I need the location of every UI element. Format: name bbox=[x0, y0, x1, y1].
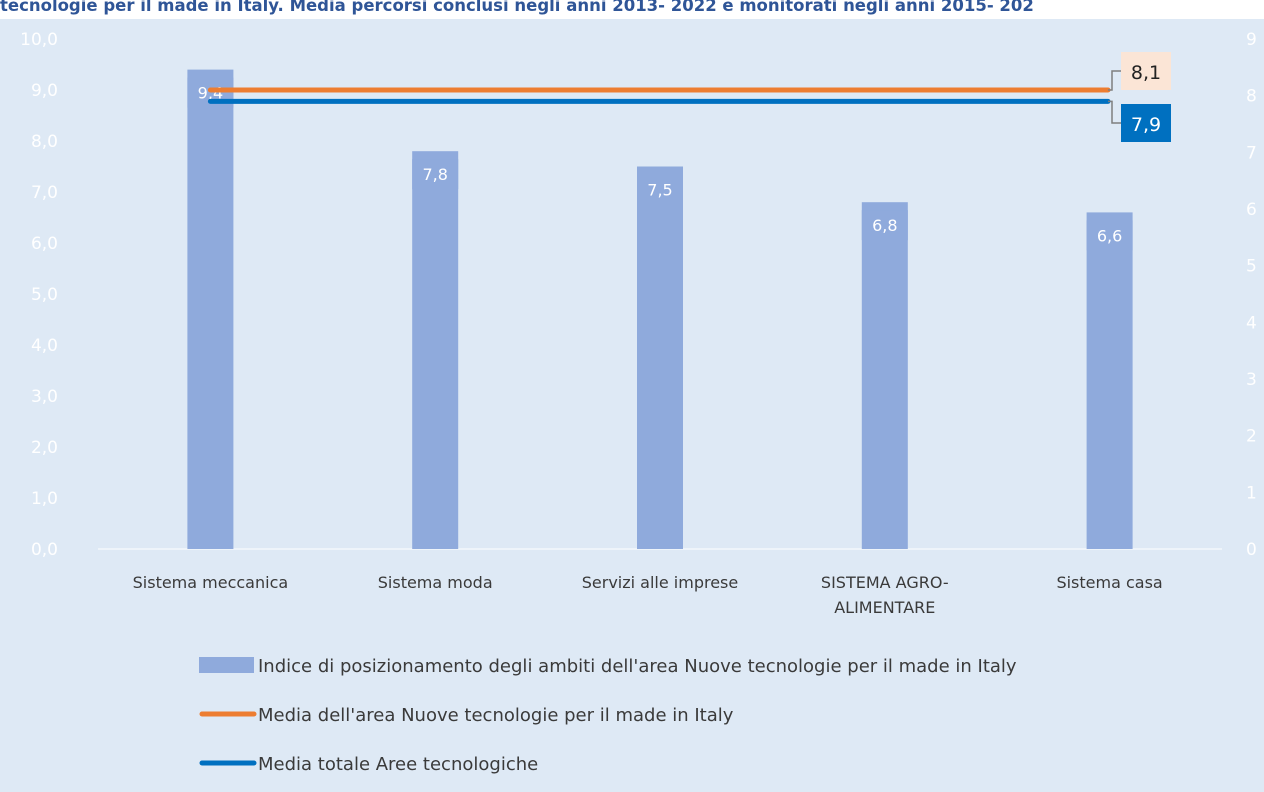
y-axis-tick-label: 6,0 bbox=[31, 234, 58, 254]
category-label: Sistema casa bbox=[1056, 573, 1162, 592]
y2-axis-tick-label: 6 bbox=[1246, 200, 1257, 220]
bar bbox=[187, 69, 234, 549]
legend-label: Indice di posizionamento degli ambiti de… bbox=[258, 656, 1017, 677]
y-axis-tick-label: 9,0 bbox=[31, 81, 58, 101]
legend-label: Media totale Aree tecnologiche bbox=[258, 754, 538, 775]
y-axis-tick-label: 5,0 bbox=[31, 285, 58, 305]
legend-swatch bbox=[199, 657, 254, 673]
y-axis-tick-label: 3,0 bbox=[31, 387, 58, 407]
y2-axis-tick-label: 3 bbox=[1246, 370, 1257, 390]
y-axis-tick-label: 8,0 bbox=[31, 132, 58, 152]
category-label: SISTEMA AGRO- bbox=[821, 573, 949, 592]
callout-leader-line bbox=[1108, 70, 1121, 91]
y2-axis-tick-label: 5 bbox=[1246, 257, 1257, 277]
y-axis-tick-label: 10,0 bbox=[20, 30, 58, 50]
y2-axis-tick-label: 9 bbox=[1246, 30, 1257, 50]
bar-data-label: 7,5 bbox=[647, 181, 672, 200]
bar bbox=[412, 151, 459, 549]
bar bbox=[1086, 212, 1133, 549]
bar-label-box bbox=[412, 159, 459, 190]
plot-area: 0,0 1,0 2,0 3,0 4,0 5,0 6,0 7,0 8,0 9,0 10,0 0 1 2 3 4 5… bbox=[0, 19, 1264, 792]
y2-axis-tick-label: 8 bbox=[1246, 87, 1257, 107]
y-axis-tick-label: 0,0 bbox=[31, 540, 58, 560]
bar-label-box bbox=[637, 174, 683, 205]
bar-label-box bbox=[861, 210, 908, 241]
category-label: ALIMENTARE bbox=[834, 598, 935, 617]
category-label: Servizi alle imprese bbox=[582, 573, 738, 592]
callout-label: 8,1 bbox=[1131, 62, 1161, 84]
y2-axis-tick-label: 2 bbox=[1246, 427, 1257, 447]
legend-label: Media dell'area Nuove tecnologie per il … bbox=[258, 705, 734, 726]
callout-label: 7,9 bbox=[1131, 114, 1161, 136]
y2-axis-tick-label: 0 bbox=[1246, 540, 1257, 560]
callout-box bbox=[1121, 104, 1171, 142]
y2-axis-tick-label: 1 bbox=[1246, 483, 1257, 503]
bar-label-box bbox=[1086, 220, 1133, 251]
chart-title: tecnologie per il made in Italy. Media p… bbox=[0, 0, 1034, 15]
bar bbox=[637, 166, 683, 549]
y-axis-tick-label: 4,0 bbox=[31, 336, 58, 356]
chart-svg: 0,0 1,0 2,0 3,0 4,0 5,0 6,0 7,0 8,0 9,0 10,0 0 1 2 3 4 5… bbox=[20, 30, 1257, 775]
y2-axis-tick-label: 4 bbox=[1246, 313, 1257, 333]
category-label: Sistema meccanica bbox=[133, 573, 289, 592]
y-axis-tick-label: 1,0 bbox=[31, 489, 58, 509]
bar-data-label: 7,8 bbox=[422, 165, 447, 184]
callout-leader-line bbox=[1108, 100, 1121, 124]
y-axis-tick-label: 7,0 bbox=[31, 183, 58, 203]
bar-data-label: 6,6 bbox=[1097, 226, 1122, 245]
y-axis-tick-label: 2,0 bbox=[31, 438, 58, 458]
bar-data-label: 6,8 bbox=[872, 216, 897, 235]
category-label: Sistema moda bbox=[378, 573, 493, 592]
y2-axis-tick-label: 7 bbox=[1246, 143, 1257, 163]
callout-box bbox=[1121, 52, 1171, 90]
bar bbox=[861, 202, 908, 549]
